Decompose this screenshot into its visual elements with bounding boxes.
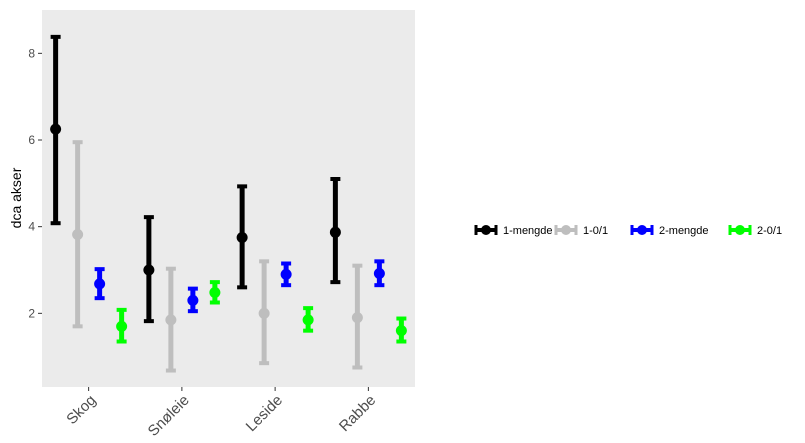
y-tick-label: 2 bbox=[28, 306, 35, 320]
legend-label: 2-0/1 bbox=[757, 225, 782, 237]
legend-item: 1-0/1 bbox=[554, 225, 608, 237]
mean-point bbox=[143, 264, 155, 276]
y-tick-label: 4 bbox=[28, 220, 35, 234]
mean-point bbox=[351, 312, 363, 324]
mean-point bbox=[187, 294, 199, 306]
mean-point bbox=[72, 228, 84, 240]
legend-item: 2-mengde bbox=[630, 225, 709, 237]
mean-point bbox=[165, 314, 177, 326]
mean-point bbox=[94, 278, 106, 290]
mean-point bbox=[258, 307, 270, 319]
legend-label: 1-mengde bbox=[503, 225, 553, 237]
mean-point bbox=[116, 320, 128, 332]
y-tick-label: 8 bbox=[28, 46, 35, 60]
x-tick-label: Rabbe bbox=[336, 392, 379, 435]
legend-item: 2-0/1 bbox=[728, 225, 782, 237]
series-3 bbox=[116, 280, 407, 344]
x-tick-label: Snøleie bbox=[145, 392, 193, 440]
series-2 bbox=[94, 259, 385, 314]
series-1 bbox=[72, 140, 363, 373]
y-axis: 2 4 6 8 bbox=[28, 46, 42, 320]
mean-point bbox=[280, 268, 292, 280]
mean-point bbox=[236, 232, 248, 243]
legend-key-point bbox=[481, 225, 491, 235]
legend: 1-mengde 1-0/1 2-mengde 2-0/1 bbox=[474, 225, 782, 237]
plot-panel bbox=[42, 10, 415, 387]
mean-point bbox=[395, 325, 407, 337]
mean-point bbox=[209, 287, 221, 299]
mean-point bbox=[329, 226, 341, 238]
series-layer bbox=[50, 34, 407, 373]
legend-key-point bbox=[637, 225, 647, 235]
legend-label: 1-0/1 bbox=[583, 225, 608, 237]
legend-label: 2-mengde bbox=[659, 225, 709, 237]
mean-point bbox=[302, 314, 314, 326]
series-0 bbox=[50, 34, 341, 324]
y-tick-label: 6 bbox=[28, 133, 35, 147]
y-axis-title: dca akser bbox=[8, 167, 24, 228]
mean-point bbox=[373, 267, 385, 279]
x-axis: Skog Snøleie Leside Rabbe bbox=[63, 387, 379, 440]
legend-item: 1-mengde bbox=[474, 225, 553, 237]
mean-point bbox=[50, 123, 62, 135]
x-tick-label: Leside bbox=[243, 392, 286, 435]
legend-key-point bbox=[561, 225, 571, 235]
x-tick-label: Skog bbox=[63, 392, 99, 428]
legend-key-point bbox=[735, 225, 745, 235]
